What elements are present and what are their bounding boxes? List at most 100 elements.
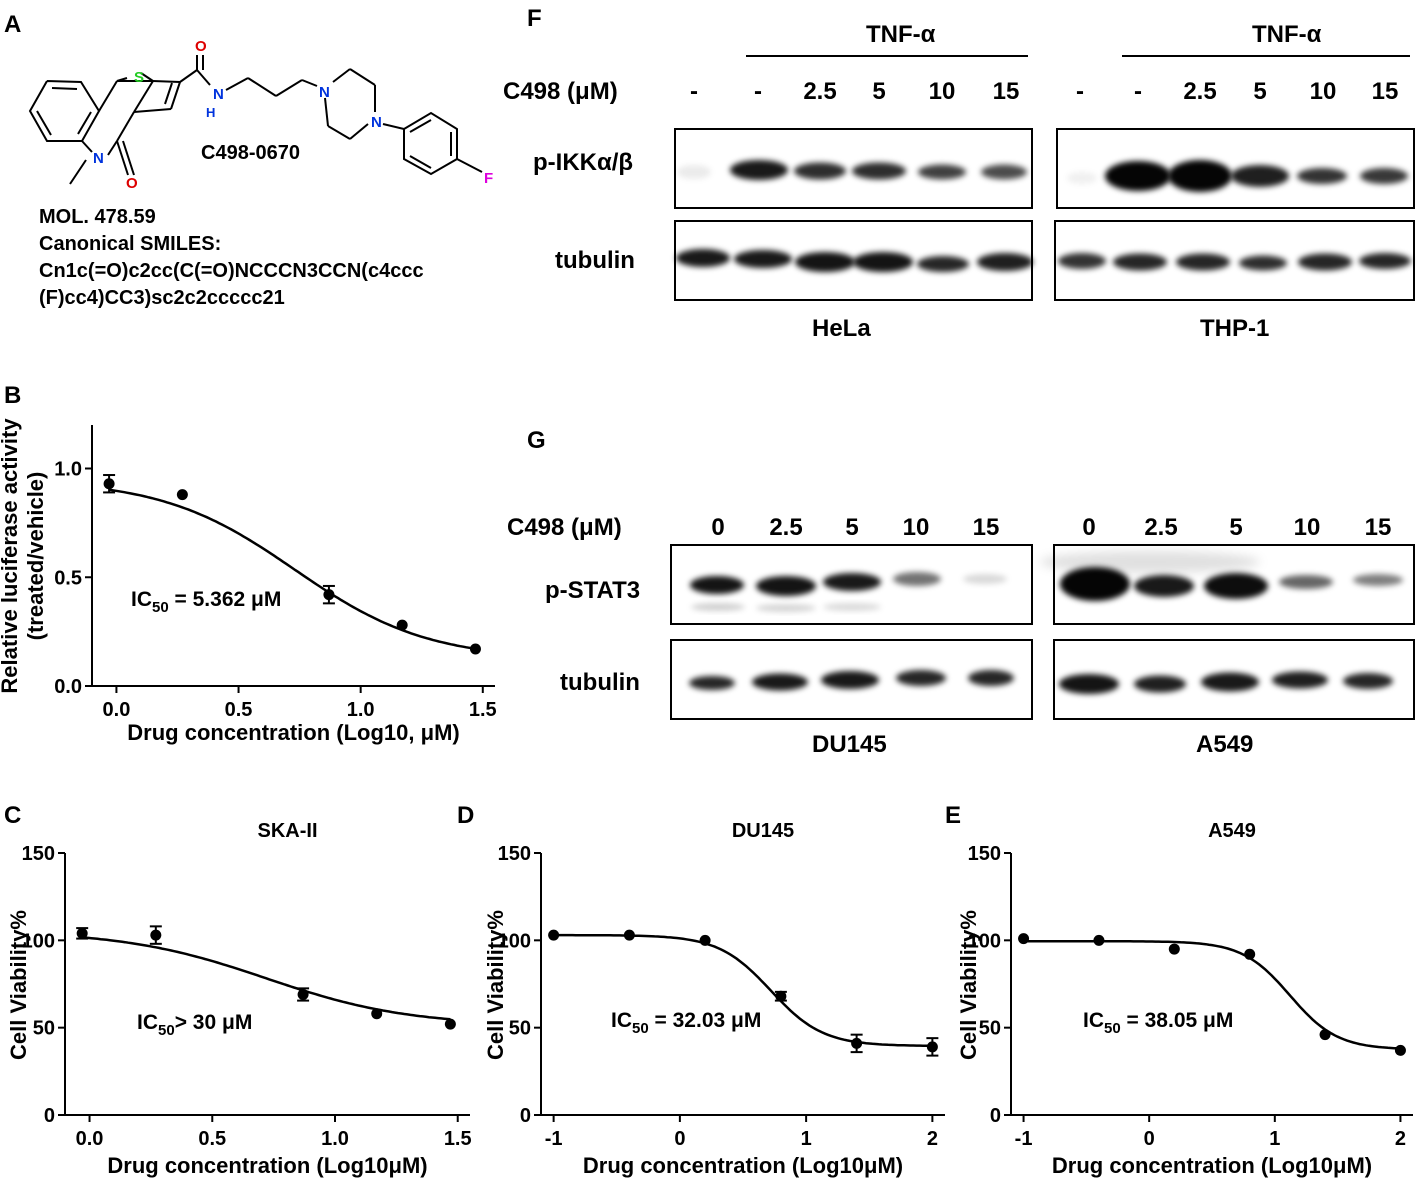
data-point xyxy=(1244,948,1256,960)
band-du145-tubulin-1 xyxy=(752,673,808,691)
y-tick-label: 150 xyxy=(22,843,55,865)
data-point xyxy=(103,478,115,490)
y-tick-label: 150 xyxy=(498,843,531,865)
lane-label-du145-4: 15 xyxy=(973,514,1000,541)
band-du145-pstat3-lower-1 xyxy=(756,604,816,612)
chart-title: A549 xyxy=(1208,820,1256,842)
y-axis-label: Cell Viability% xyxy=(956,910,981,1060)
band-du145-tubulin-4 xyxy=(968,670,1014,686)
band-hela-tubulin-5 xyxy=(977,253,1033,271)
cell-label-du145: DU145 xyxy=(812,731,887,758)
blot-bands-f xyxy=(676,160,1411,272)
band-du145-pstat3-2 xyxy=(823,573,881,591)
band-hela-tubulin-3 xyxy=(853,252,913,272)
blot-bands-g xyxy=(689,551,1403,694)
band-hela-tubulin-0 xyxy=(676,249,730,267)
treatment-label-hela: TNF-α xyxy=(866,21,936,48)
band-a549-pstat3-0 xyxy=(1060,567,1130,601)
compound-name: C498-0670 xyxy=(201,142,300,164)
chart-e: 0 50 100 150 -1 0 1 2 Drug concentration (Log10μ… xyxy=(956,820,1413,1178)
data-point xyxy=(548,929,560,941)
data-point xyxy=(699,934,711,946)
data-point xyxy=(176,489,188,501)
band-hela-pikk-2 xyxy=(794,162,846,180)
lane-label-thp1-4: 10 xyxy=(1310,78,1337,105)
data-point xyxy=(396,619,408,631)
y-tick-label: 50 xyxy=(33,1018,55,1040)
x-tick-label: 0.5 xyxy=(225,699,253,721)
band-a549-pstat3-2 xyxy=(1204,573,1268,599)
band-du145-pstat3-1 xyxy=(756,576,816,596)
data-point xyxy=(371,1008,383,1020)
data-point xyxy=(1168,943,1180,955)
x-tick-label: -1 xyxy=(545,1128,563,1150)
y-axis-label: (treated/vehicle) xyxy=(23,472,48,641)
band-du145-tubulin-0 xyxy=(689,676,735,690)
x-tick-label: 2 xyxy=(927,1128,938,1150)
band-a549-tubulin-0 xyxy=(1059,674,1119,694)
band-a549-tubulin-1 xyxy=(1134,675,1186,693)
svg-text:D: D xyxy=(457,802,474,829)
band-hela-tubulin-1 xyxy=(734,250,792,268)
band-thp1-tubulin-4 xyxy=(1298,253,1352,271)
band-du145-pstat3-lower-2 xyxy=(823,603,881,611)
panel-g: G C498 (μM) 0 2.5 5 10 15 0 2.5 5 10 15 p-STAT3 … xyxy=(507,427,1415,758)
band-a549-tubulin-3 xyxy=(1272,671,1328,689)
cell-label-a549: A549 xyxy=(1196,731,1253,758)
x-tick-label: 2 xyxy=(1395,1128,1406,1150)
band-thp1-pikk-5 xyxy=(1360,168,1408,184)
band-hela-pikk-3 xyxy=(852,162,906,180)
band-thp1-tubulin-5 xyxy=(1359,253,1411,269)
panel-a-letter: A xyxy=(4,11,21,38)
smiles-label: Canonical SMILES: xyxy=(39,233,221,255)
band-hela-pikk-1 xyxy=(730,160,788,180)
band-hela-tubulin-2 xyxy=(795,252,855,272)
band-thp1-tubulin-1 xyxy=(1113,253,1167,271)
band-thp1-tubulin-3 xyxy=(1239,255,1287,271)
ic50-annotation: IC50> 30 μM xyxy=(137,1011,252,1039)
lane-label-a549-2: 5 xyxy=(1229,514,1242,541)
molecular-weight: MOL. 478.59 xyxy=(39,206,156,228)
band-hela-pikk-5 xyxy=(981,164,1027,180)
band-a549-tubulin-2 xyxy=(1201,672,1259,692)
band-thp1-pikk-4 xyxy=(1297,168,1347,184)
atom-oxygen-ring: O xyxy=(126,175,138,192)
panel-g-letter: G xyxy=(527,427,546,454)
band-hela-pikk-4 xyxy=(918,164,966,180)
lane-labels-a549: 0 2.5 5 10 15 xyxy=(1082,514,1391,541)
band-du145-pstat3-4 xyxy=(963,574,1007,584)
data-point xyxy=(1018,933,1030,945)
y-tick-label: 1.0 xyxy=(54,459,82,481)
band-thp1-pikk-2 xyxy=(1168,160,1232,192)
smiles-line-2: (F)cc4)CC3)sc2c2ccccc21 xyxy=(39,287,285,309)
band-hela-pikk-0 xyxy=(677,165,711,179)
x-tick-label: 1 xyxy=(1269,1128,1280,1150)
lane-label-du145-3: 10 xyxy=(903,514,930,541)
lane-label-thp1-1: - xyxy=(1134,78,1142,105)
fit-curve xyxy=(1023,939,1401,1050)
fit-curve xyxy=(82,936,451,1021)
y-tick-label: 50 xyxy=(509,1018,531,1040)
data-point xyxy=(926,1041,938,1053)
data-point xyxy=(1093,934,1105,946)
svg-text:C: C xyxy=(4,802,21,829)
data-point xyxy=(297,988,309,1000)
cell-label-hela: HeLa xyxy=(812,315,871,342)
panel-a: A xyxy=(4,11,493,309)
x-tick-label: 0.0 xyxy=(76,1128,104,1150)
lane-label-thp1-0: - xyxy=(1076,78,1084,105)
band-du145-tubulin-2 xyxy=(821,671,879,689)
lane-labels-du145: 0 2.5 5 10 15 xyxy=(711,514,999,541)
row-label-tubulin-g: tubulin xyxy=(560,669,640,696)
atom-sulfur: S xyxy=(134,69,144,86)
band-hela-tubulin-4 xyxy=(917,256,969,272)
band-du145-pstat3-0 xyxy=(690,576,744,594)
atom-nitrogen-ring: N xyxy=(93,150,104,167)
panel-f: F TNF-α TNF-α C498 (μM) - - 2.5 5 10 15 - - 2.5… xyxy=(503,5,1415,342)
lane-labels-thp1: - - 2.5 5 10 15 xyxy=(1076,78,1398,105)
y-tick-label: 0 xyxy=(990,1105,1001,1127)
x-tick-label: 1.0 xyxy=(321,1128,349,1150)
band-du145-pstat3-3 xyxy=(893,572,941,586)
lane-label-du145-2: 5 xyxy=(845,514,858,541)
band-a549-pstat3-bg-0 xyxy=(1040,551,1260,573)
